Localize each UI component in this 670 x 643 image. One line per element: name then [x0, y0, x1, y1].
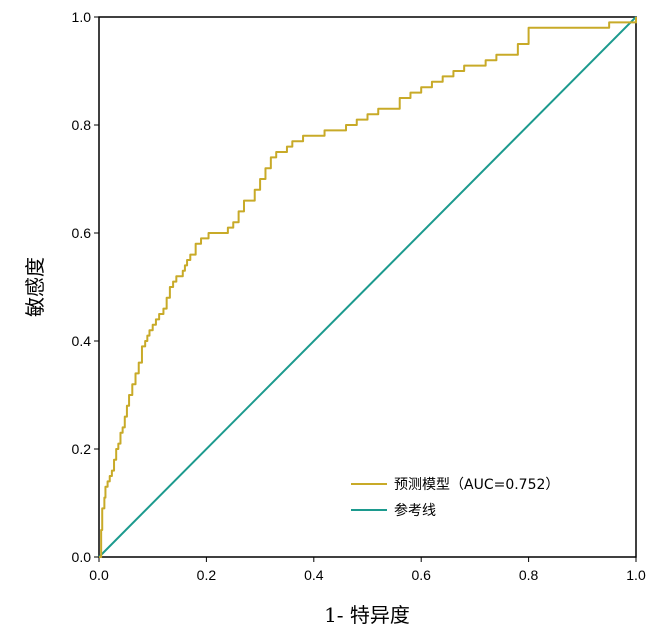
- y-tick-label: 1.0: [72, 9, 92, 25]
- y-tick-label: 0.2: [72, 441, 92, 457]
- x-tick-label: 0.0: [89, 567, 109, 583]
- series-line-model: [99, 17, 637, 558]
- x-tick-label: 0.4: [304, 567, 324, 583]
- x-tick-label: 1.0: [626, 567, 646, 583]
- y-tick-label: 0.8: [72, 117, 92, 133]
- x-tick-label: 0.2: [197, 567, 217, 583]
- x-tick-label: 0.6: [411, 567, 431, 583]
- legend-label-model: 预测模型（AUC=0.752）: [394, 477, 559, 493]
- y-axis-ticks: 0.0 0.2 0.4 0.6 0.8 1.0: [72, 9, 99, 565]
- legend-label-reference: 参考线: [394, 502, 436, 519]
- x-axis-title: 1- 特异度: [324, 603, 410, 627]
- x-axis-ticks: 0.0 0.2 0.4 0.6 0.8 1.0: [89, 557, 646, 583]
- plot-frame: [98, 16, 637, 558]
- y-tick-label: 0.4: [72, 333, 92, 349]
- y-tick-label: 0.6: [72, 225, 92, 241]
- x-tick-label: 0.8: [519, 567, 539, 583]
- legend: 预测模型（AUC=0.752） 参考线: [351, 477, 559, 519]
- series-line-reference: [98, 16, 637, 558]
- y-axis-title: 敏感度: [23, 257, 47, 317]
- series-layer: [98, 16, 637, 558]
- y-tick-label: 0.0: [72, 549, 92, 565]
